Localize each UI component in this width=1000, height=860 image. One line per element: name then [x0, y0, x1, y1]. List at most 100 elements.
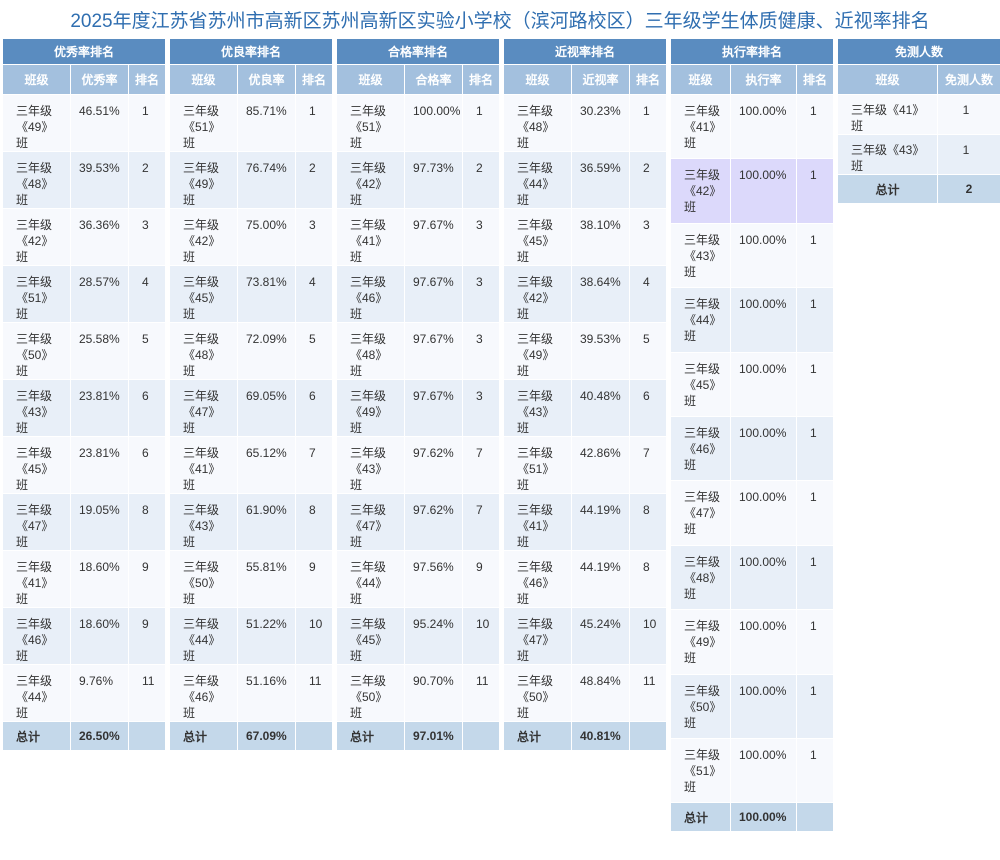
column-header: 优良率 [237, 64, 296, 95]
cell: 18.60% [70, 607, 129, 665]
cell: 9.76% [70, 664, 129, 722]
data-row: 三年级《42》班 38.64% 4 [503, 265, 668, 323]
column-header: 排名 [294, 64, 334, 95]
data-row: 三年级《43》班 23.81% 6 [2, 379, 167, 437]
total-cell: 总计 [169, 721, 238, 751]
data-row: 三年级《49》班 97.67% 3 [336, 379, 501, 437]
cell: 1 [795, 415, 835, 482]
cell: 三年级《46》班 [503, 550, 572, 608]
cell: 5 [294, 322, 334, 380]
total-cell: 40.81% [571, 721, 630, 751]
cell: 三年级《45》班 [503, 208, 572, 266]
cell: 三年级《48》班 [336, 322, 405, 380]
cell: 三年级《49》班 [2, 94, 71, 152]
cell: 三年级《42》班 [503, 265, 572, 323]
header-row: 班级 执行率 排名 [670, 64, 835, 95]
data-row: 三年级《49》班 100.00% 1 [670, 609, 835, 675]
cell: 4 [294, 265, 334, 323]
cell: 1 [294, 94, 334, 152]
data-row: 三年级《49》班 39.53% 5 [503, 322, 668, 380]
data-row: 三年级《46》班 44.19% 8 [503, 550, 668, 608]
table-title: 优秀率排名 [1, 38, 167, 65]
cell: 28.57% [70, 265, 129, 323]
cell: 2 [628, 151, 668, 209]
data-row: 三年级《47》班 97.62% 7 [336, 493, 501, 551]
cell: 11 [461, 664, 501, 722]
cell: 三年级《42》班 [670, 158, 731, 224]
cell: 三年级《50》班 [503, 664, 572, 722]
header-row: 班级 免测人数 [837, 64, 1000, 95]
cell: 11 [294, 664, 334, 722]
column-header: 班级 [2, 64, 71, 95]
total-cell: 总计 [503, 721, 572, 751]
cell: 18.60% [70, 550, 129, 608]
cell: 38.64% [571, 265, 630, 323]
cell: 10 [628, 607, 668, 665]
cell: 97.67% [404, 208, 463, 266]
table-title: 免测人数 [836, 38, 1000, 65]
data-row: 三年级《51》班 85.71% 1 [169, 94, 334, 152]
data-row: 三年级《45》班 23.81% 6 [2, 436, 167, 494]
cell: 75.00% [237, 208, 296, 266]
cell: 6 [127, 436, 167, 494]
data-row: 三年级《50》班 55.81% 9 [169, 550, 334, 608]
data-row: 三年级《51》班 28.57% 4 [2, 265, 167, 323]
cell: 三年级《46》班 [670, 415, 731, 482]
ranking-table: 优良率排名 班级 优良率 排名 三年级《51》班 85.71% 1 三年级《49》班 76.74… [168, 38, 334, 751]
cell: 8 [127, 493, 167, 551]
cell: 8 [294, 493, 334, 551]
data-row: 三年级《41》班 44.19% 8 [503, 493, 668, 551]
table-title: 优良率排名 [168, 38, 334, 65]
cell: 25.58% [70, 322, 129, 380]
cell: 三年级《50》班 [336, 664, 405, 722]
column-header: 排名 [461, 64, 501, 95]
cell: 4 [628, 265, 668, 323]
data-row: 三年级《50》班 25.58% 5 [2, 322, 167, 380]
cell: 三年级《43》班 [169, 493, 238, 551]
column-header: 近视率 [571, 64, 630, 95]
cell: 73.81% [237, 265, 296, 323]
cell: 65.12% [237, 436, 296, 494]
cell: 100.00% [404, 94, 463, 152]
total-cell-empty [795, 802, 835, 833]
cell: 1 [795, 93, 835, 160]
column-header: 排名 [628, 64, 668, 95]
data-row: 三年级《45》班 95.24% 10 [336, 607, 501, 665]
data-row: 三年级《47》班 45.24% 10 [503, 607, 668, 665]
total-row: 总计 97.01% [336, 721, 501, 751]
cell: 44.19% [571, 493, 630, 551]
data-row: 三年级《47》班 100.00% 1 [670, 480, 835, 546]
cell: 3 [294, 208, 334, 266]
cell: 42.86% [571, 436, 630, 494]
cell: 2 [461, 151, 501, 209]
cell: 2 [127, 151, 167, 209]
cell: 95.24% [404, 607, 463, 665]
column-header: 免测人数 [936, 64, 1000, 95]
ranking-table: 免测人数 班级 免测人数 三年级《41》班 1 三年级《43》班 1 总计 2 [836, 38, 1000, 204]
data-row: 三年级《51》班 100.00% 1 [336, 94, 501, 152]
cell: 三年级《42》班 [336, 151, 405, 209]
cell: 85.71% [237, 94, 296, 152]
cell: 10 [461, 607, 501, 665]
cell: 1 [936, 134, 1000, 175]
cell: 97.56% [404, 550, 463, 608]
cell: 1 [795, 158, 835, 224]
column-header: 班级 [336, 64, 405, 95]
header-row: 班级 合格率 排名 [336, 64, 501, 95]
cell: 2 [294, 151, 334, 209]
data-row: 三年级《50》班 100.00% 1 [670, 673, 835, 739]
cell: 9 [294, 550, 334, 608]
table-title-row: 近视率排名 [502, 38, 668, 65]
cell: 69.05% [237, 379, 296, 437]
cell: 三年级《47》班 [169, 379, 238, 437]
cell: 三年级《43》班 [670, 222, 731, 289]
cell: 100.00% [730, 287, 797, 353]
cell: 48.84% [571, 664, 630, 722]
data-row: 三年级《46》班 97.67% 3 [336, 265, 501, 323]
cell: 三年级《46》班 [169, 664, 238, 722]
data-row: 三年级《43》班 97.62% 7 [336, 436, 501, 494]
column-header: 排名 [795, 64, 835, 95]
cell: 1 [795, 351, 835, 417]
cell: 三年级《50》班 [670, 673, 731, 739]
cell: 51.22% [237, 607, 296, 665]
